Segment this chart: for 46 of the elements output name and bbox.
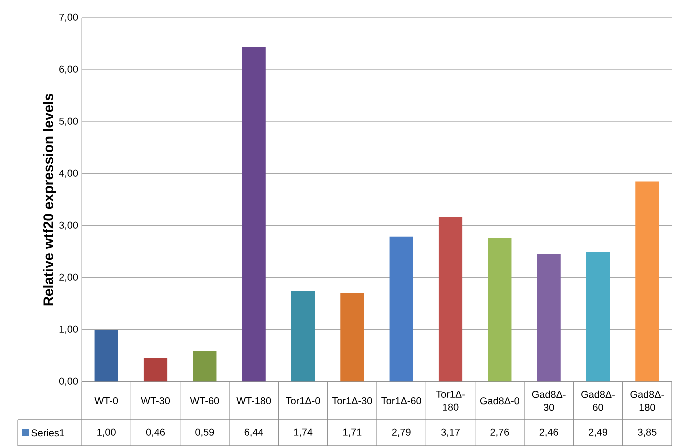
bar [340, 293, 364, 382]
x-tick-label: WT-30 [141, 397, 170, 405]
y-tick-label: 1,00 [60, 326, 78, 334]
data-label: 1,74 [294, 428, 313, 438]
data-label: 1,00 [98, 428, 116, 438]
data-label: 3,17 [441, 428, 460, 438]
bar [291, 292, 316, 382]
data-label: 6,44 [244, 428, 264, 438]
bar [144, 358, 168, 382]
x-tick-label: Tor1Δ-60 [382, 397, 422, 405]
data-label: 0,59 [196, 428, 214, 438]
x-tick-label: Gad8Δ-30 [532, 390, 566, 412]
y-tick-label: 5,00 [60, 118, 78, 126]
data-label: 2,49 [589, 428, 608, 438]
data-label: 2,76 [490, 428, 510, 438]
x-tick-label: Tor1Δ-30 [332, 397, 372, 405]
bar [586, 252, 610, 382]
y-tick-label: 0,00 [59, 378, 78, 386]
y-tick-label: 2,00 [60, 274, 78, 282]
x-tick-label: Gad8Δ-0 [480, 397, 520, 405]
data-label: 0,46 [146, 428, 166, 438]
x-tick-label: WT-0 [94, 397, 118, 405]
bar [193, 351, 217, 382]
bar [537, 254, 561, 382]
bar [390, 236, 414, 382]
x-tick-label: Tor1Δ-180 [436, 391, 465, 411]
x-tick-label: WT-60 [190, 397, 220, 405]
x-tick-label: Tor1Δ-0 [286, 397, 320, 405]
x-tick-label: Gad8Δ-180 [630, 390, 664, 412]
data-label: 1,71 [343, 428, 362, 438]
y-tick-label: 4,00 [59, 170, 78, 178]
data-label: 2,46 [540, 428, 558, 438]
bar [242, 47, 266, 382]
x-tick-label: WT-180 [236, 397, 272, 405]
bar [438, 217, 463, 382]
y-tick-label: 7,00 [60, 14, 78, 22]
y-tick-label: 6,00 [60, 66, 78, 74]
bar [94, 330, 118, 382]
data-label: 2,79 [392, 428, 411, 438]
y-axis-title: Relative wtf20 expression levels [43, 94, 56, 306]
legend-label: Series1 [32, 429, 65, 437]
data-label: 3,85 [638, 428, 657, 438]
x-tick-label: Gad8Δ-60 [582, 390, 615, 412]
bar [488, 238, 512, 382]
bar [636, 182, 660, 382]
y-tick-label: 3,00 [59, 222, 78, 230]
